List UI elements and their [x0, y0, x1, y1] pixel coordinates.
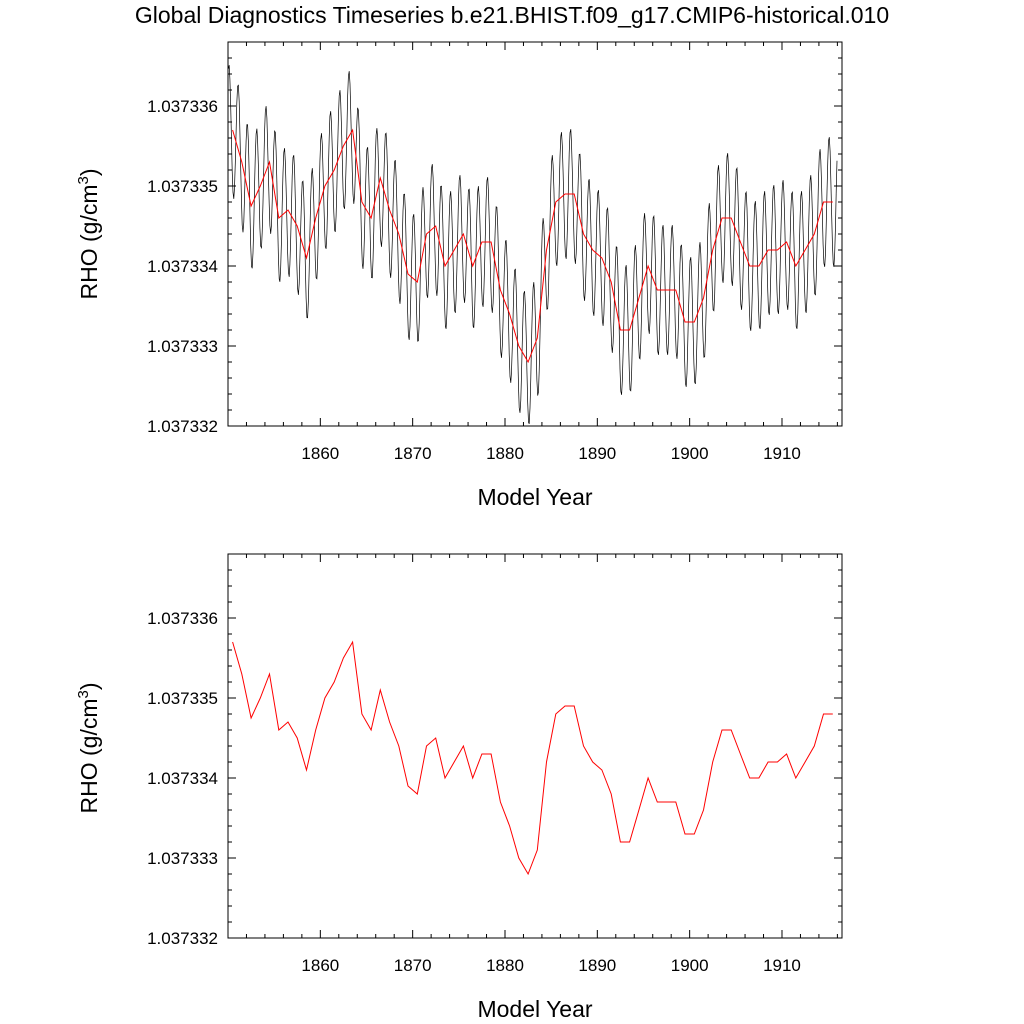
- top-panel: 1860 1870 1880 1890 1900 1910 1.037332 1…: [75, 41, 843, 510]
- x-tick-label: 1890: [578, 956, 616, 975]
- bottom-y-axis-label: RHO (g/cm3): [75, 682, 102, 813]
- x-tick-label: 1870: [394, 444, 432, 463]
- bottom-plot-frame: [227, 553, 843, 939]
- annual-series-line: [232, 640, 833, 876]
- x-tick-label: 1870: [394, 956, 432, 975]
- y-tick-label: 1.037332: [147, 929, 218, 948]
- top-x-tick-labels: 1860 1870 1880 1890 1900 1910: [301, 444, 800, 463]
- bottom-x-tick-labels: 1860 1870 1880 1890 1900 1910: [301, 956, 800, 975]
- x-tick-label: 1900: [671, 444, 709, 463]
- top-y-axis-label: RHO (g/cm3): [75, 168, 102, 299]
- y-tick-label: 1.037333: [147, 849, 218, 868]
- x-tick-label: 1910: [763, 444, 801, 463]
- chart-title: Global Diagnostics Timeseries b.e21.BHIS…: [134, 2, 890, 28]
- bottom-x-axis-label: Model Year: [477, 996, 592, 1022]
- y-tick-label: 1.037334: [147, 257, 218, 276]
- x-tick-label: 1910: [763, 956, 801, 975]
- y-tick-label: 1.037336: [147, 609, 218, 628]
- x-tick-label: 1860: [301, 444, 339, 463]
- y-tick-label: 1.037334: [147, 769, 218, 788]
- y-tick-label: 1.037333: [147, 337, 218, 356]
- top-axis-ticks: [228, 41, 842, 427]
- monthly-series-line: [228, 65, 838, 424]
- x-tick-label: 1890: [578, 444, 616, 463]
- y-label-text: RHO (g/cm: [76, 699, 102, 814]
- y-tick-label: 1.037336: [147, 97, 218, 116]
- bottom-panel: 1860 1870 1880 1890 1900 1910 1.037332 1…: [75, 553, 843, 1022]
- x-tick-label: 1880: [486, 444, 524, 463]
- y-label-close: ): [76, 682, 102, 690]
- bottom-axis-ticks: [228, 553, 842, 939]
- y-label-superscript: 3: [75, 176, 92, 184]
- x-tick-label: 1860: [301, 956, 339, 975]
- x-tick-label: 1880: [486, 956, 524, 975]
- bottom-y-tick-labels: 1.037332 1.037333 1.037334 1.037335 1.03…: [147, 609, 218, 948]
- x-tick-label: 1900: [671, 956, 709, 975]
- y-label-superscript: 3: [75, 690, 92, 698]
- y-tick-label: 1.037335: [147, 689, 218, 708]
- y-tick-label: 1.037332: [147, 417, 218, 436]
- annual-series-line: [232, 128, 833, 364]
- y-label-close: ): [76, 168, 102, 176]
- y-tick-label: 1.037335: [147, 177, 218, 196]
- top-x-axis-label: Model Year: [477, 484, 592, 510]
- top-y-tick-labels: 1.037332 1.037333 1.037334 1.037335 1.03…: [147, 97, 218, 436]
- top-plot-frame: [227, 41, 843, 427]
- y-label-text: RHO (g/cm: [76, 185, 102, 300]
